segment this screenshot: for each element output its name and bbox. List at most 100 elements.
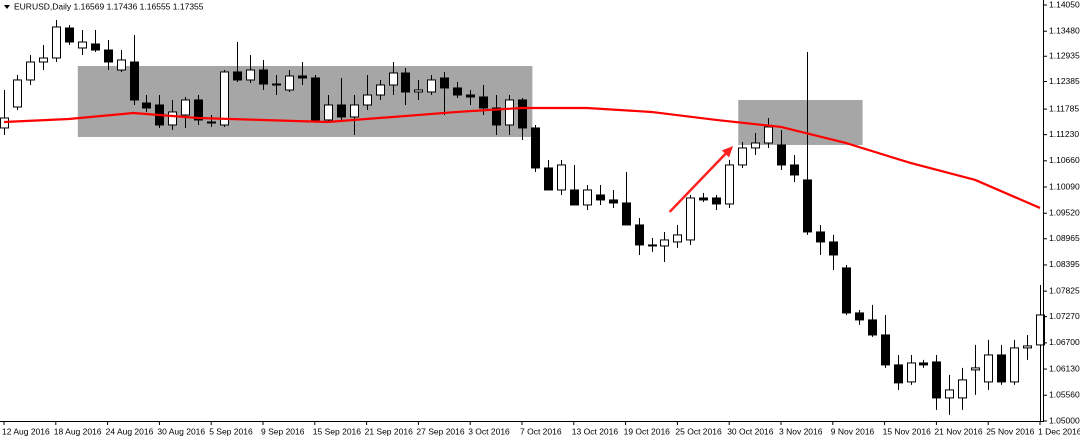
x-tick-label: 5 Sep 2016 bbox=[209, 426, 253, 436]
y-tick-label: 1.13480 bbox=[1049, 25, 1080, 35]
y-tick-label: 1.09520 bbox=[1049, 207, 1080, 217]
x-tick-label: 19 Oct 2016 bbox=[624, 426, 671, 436]
x-tick-label: 12 Aug 2016 bbox=[2, 426, 50, 436]
x-tick-label: 7 Oct 2016 bbox=[520, 426, 562, 436]
x-tick-label: 9 Sep 2016 bbox=[261, 426, 305, 436]
candle-body bbox=[505, 99, 514, 126]
candle-body bbox=[337, 104, 346, 118]
candle-body bbox=[790, 164, 799, 176]
candle-body bbox=[78, 41, 87, 49]
candle-body bbox=[894, 364, 903, 384]
candle-body bbox=[427, 79, 436, 93]
y-tick-label: 1.06130 bbox=[1049, 363, 1080, 373]
candle-body bbox=[829, 241, 838, 256]
y-tick-label: 1.07825 bbox=[1049, 285, 1080, 295]
candle-body bbox=[816, 231, 825, 243]
candle-body bbox=[622, 202, 631, 226]
candle-body bbox=[272, 83, 281, 86]
candle-body bbox=[298, 75, 307, 79]
candle-body bbox=[414, 89, 423, 93]
candle-body bbox=[777, 144, 786, 166]
menu-triangle bbox=[4, 5, 10, 9]
candle-body bbox=[518, 99, 527, 129]
candle-body bbox=[1010, 347, 1019, 383]
candle-body bbox=[324, 104, 333, 121]
zone bbox=[738, 99, 863, 145]
candle-body bbox=[142, 102, 151, 109]
x-tick-label: 1 Dec 2016 bbox=[1038, 426, 1080, 436]
arrow-head bbox=[721, 145, 734, 158]
arrow-shaft bbox=[668, 153, 727, 213]
candle-body bbox=[984, 354, 993, 383]
candle-body bbox=[919, 362, 928, 366]
candle-body bbox=[168, 111, 177, 126]
candle-body bbox=[181, 99, 190, 116]
candle-body bbox=[363, 94, 372, 106]
candle-body bbox=[531, 127, 540, 169]
candle-body bbox=[52, 26, 61, 59]
candle-body bbox=[648, 244, 657, 247]
candle-body bbox=[492, 107, 501, 126]
y-tick-label: 1.14050 bbox=[1049, 0, 1080, 9]
x-tick-label: 30 Oct 2016 bbox=[727, 426, 774, 436]
moving-average bbox=[3, 106, 1041, 209]
candle-body bbox=[544, 167, 553, 191]
candle-body bbox=[842, 267, 851, 314]
candle-body bbox=[596, 194, 605, 201]
y-tick-label: 1.05000 bbox=[1049, 415, 1080, 425]
candle-body bbox=[207, 121, 216, 124]
chart-title: EURUSD,Daily 1.16569 1.17436 1.16555 1.1… bbox=[14, 1, 204, 11]
candle-body bbox=[660, 239, 669, 247]
y-tick-label: 1.10090 bbox=[1049, 181, 1080, 191]
candle-body bbox=[997, 354, 1006, 383]
x-tick-label: 24 Aug 2016 bbox=[106, 426, 154, 436]
x-tick-label: 13 Oct 2016 bbox=[572, 426, 619, 436]
candle-body bbox=[479, 96, 488, 109]
candle-body bbox=[881, 334, 890, 366]
y-tick-label: 1.10660 bbox=[1049, 155, 1080, 165]
candle-body bbox=[389, 72, 398, 86]
x-tick-label: 3 Oct 2016 bbox=[468, 426, 510, 436]
candle-body bbox=[570, 189, 579, 206]
candle-body bbox=[945, 389, 954, 399]
x-tick-label: 21 Nov 2016 bbox=[934, 426, 982, 436]
candle-body bbox=[117, 59, 126, 71]
candle-body bbox=[39, 57, 48, 63]
candles bbox=[0, 19, 1045, 421]
x-tick-label: 21 Sep 2016 bbox=[365, 426, 413, 436]
candle-body bbox=[1036, 314, 1045, 346]
candle-body bbox=[65, 27, 74, 43]
candle-body bbox=[376, 84, 385, 96]
y-tick-label: 1.06700 bbox=[1049, 337, 1080, 347]
x-tick-label: 27 Sep 2016 bbox=[416, 426, 464, 436]
candle-body bbox=[311, 77, 320, 121]
candle-body bbox=[751, 142, 760, 149]
candle-body bbox=[91, 43, 100, 51]
y-tick-label: 1.05560 bbox=[1049, 390, 1080, 400]
candle-body bbox=[855, 312, 864, 321]
y-tick-label: 1.11230 bbox=[1049, 129, 1079, 139]
candle-body bbox=[673, 234, 682, 243]
candle-body bbox=[246, 69, 255, 81]
candle-body bbox=[699, 197, 708, 201]
candle-body bbox=[13, 79, 22, 108]
candle-body bbox=[971, 367, 980, 371]
candle-body bbox=[130, 61, 139, 101]
candle-body bbox=[764, 126, 773, 144]
candle-body bbox=[738, 147, 747, 166]
candle-body bbox=[635, 224, 644, 246]
candle-body bbox=[686, 197, 695, 241]
candle-body bbox=[868, 319, 877, 336]
candle-body bbox=[907, 362, 916, 383]
candle-body bbox=[803, 179, 812, 233]
x-tick-label: 9 Nov 2016 bbox=[831, 426, 875, 436]
candle-body bbox=[259, 69, 268, 85]
x-tick-label: 25 Nov 2016 bbox=[986, 426, 1034, 436]
y-tick-label: 1.12935 bbox=[1049, 51, 1080, 61]
candle-body bbox=[104, 49, 113, 63]
y-tick-label: 1.12385 bbox=[1049, 76, 1080, 86]
y-tick-label: 1.08965 bbox=[1049, 233, 1080, 243]
